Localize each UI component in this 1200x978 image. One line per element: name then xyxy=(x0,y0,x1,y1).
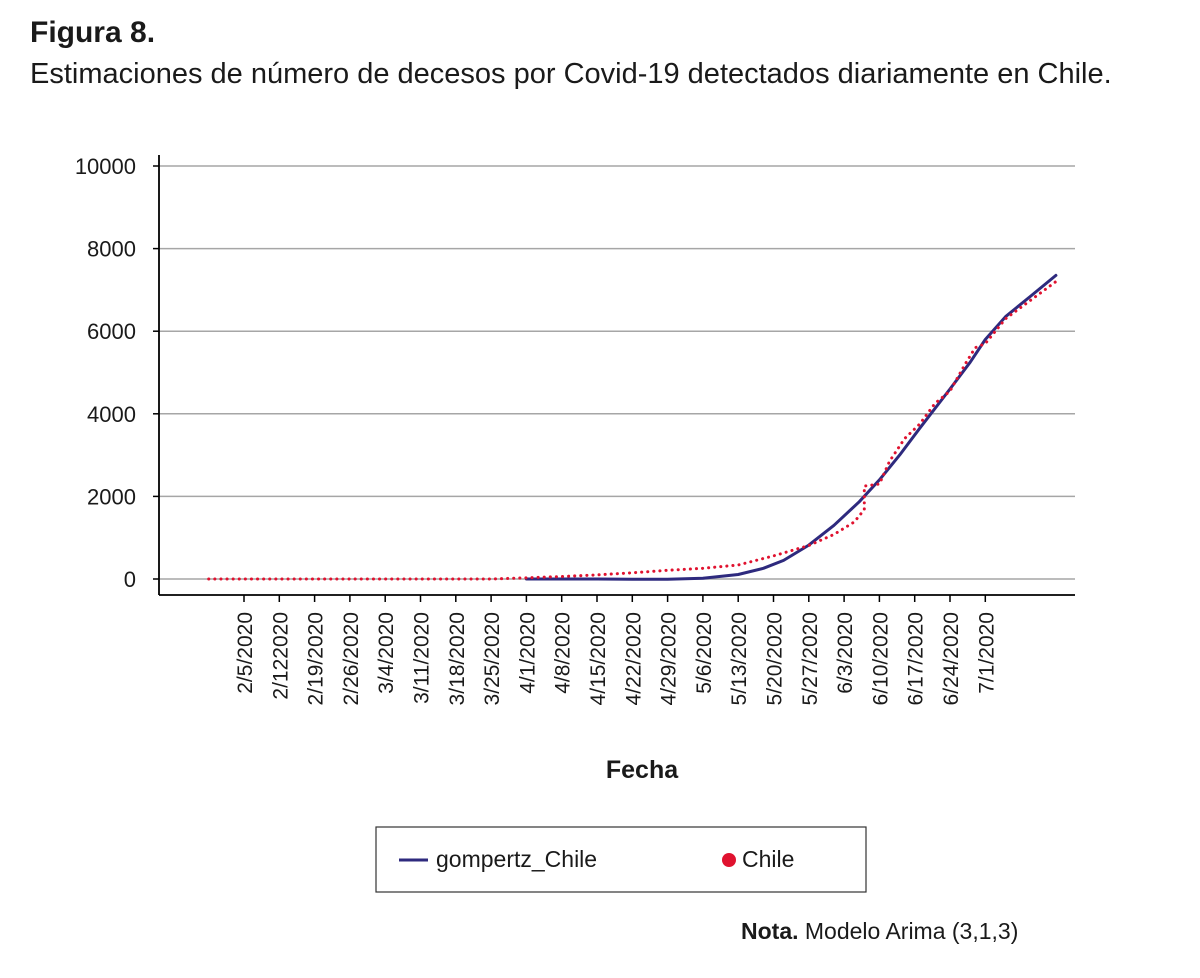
x-tick-label: 4/29/2020 xyxy=(658,612,681,705)
series-layer xyxy=(207,273,1058,581)
x-tick-label: 4/22/2020 xyxy=(622,612,645,705)
x-tick-label: 7/1/2020 xyxy=(975,612,998,694)
x-tick-label: 5/20/2020 xyxy=(764,612,787,705)
y-tick-label: 8000 xyxy=(87,237,136,262)
y-tick-label: 10000 xyxy=(75,154,136,179)
x-axis-label: Fecha xyxy=(606,756,679,784)
y-axis-ticks: 0 2000 4000 6000 8000 10000 xyxy=(75,154,159,592)
series-gompertz_Chile xyxy=(524,273,1058,581)
legend-chile-swatch xyxy=(722,853,736,867)
x-tick-label: 6/10/2020 xyxy=(869,612,892,705)
legend-gompertz-label: gompertz_Chile xyxy=(436,846,597,872)
x-tick-label: 3/18/2020 xyxy=(446,612,469,705)
x-tick-label: 4/8/2020 xyxy=(552,612,575,694)
x-tick-label: 6/3/2020 xyxy=(834,612,857,694)
y-tick-label: 2000 xyxy=(87,484,136,509)
x-tick-label: 5/13/2020 xyxy=(728,612,751,705)
x-tick-label: 2/5/2020 xyxy=(234,612,257,694)
y-tick-label: 0 xyxy=(124,567,136,592)
x-tick-label: 2/122020 xyxy=(269,612,292,700)
series-Chile xyxy=(207,280,1058,581)
figure-label: Figura 8. xyxy=(30,16,156,49)
note-prefix: Nota. xyxy=(741,918,799,944)
x-tick-label: 4/1/2020 xyxy=(516,612,539,694)
x-tick-label: 3/11/2020 xyxy=(411,612,434,704)
x-tick-label: 4/15/2020 xyxy=(587,612,610,705)
x-tick-label: 3/25/2020 xyxy=(481,612,504,705)
y-tick-label: 4000 xyxy=(87,402,136,427)
legend: gompertz_Chile Chile xyxy=(375,826,867,893)
x-tick-label: 2/26/2020 xyxy=(340,612,363,705)
figure-note: Nota. Modelo Arima (3,1,3) xyxy=(741,918,1018,945)
x-tick-label: 3/4/2020 xyxy=(375,612,398,694)
x-axis-ticks: 2/5/2020 2/122020 2/19/2020 2/26/2020 3/4/20… xyxy=(234,595,998,705)
x-tick-label: 6/24/2020 xyxy=(940,612,963,705)
x-tick-label: 6/17/2020 xyxy=(905,612,928,705)
legend-box xyxy=(375,826,867,893)
figure-caption: Estimaciones de número de decesos por Co… xyxy=(30,58,1112,90)
grid-lines xyxy=(159,165,1075,580)
axes xyxy=(158,155,1075,596)
y-tick-label: 6000 xyxy=(87,319,136,344)
x-tick-label: 5/6/2020 xyxy=(693,612,716,694)
note-text: Modelo Arima (3,1,3) xyxy=(798,918,1019,944)
x-tick-label: 5/27/2020 xyxy=(799,612,822,705)
x-tick-label: 2/19/2020 xyxy=(305,612,328,705)
legend-chile-label: Chile xyxy=(742,846,794,872)
